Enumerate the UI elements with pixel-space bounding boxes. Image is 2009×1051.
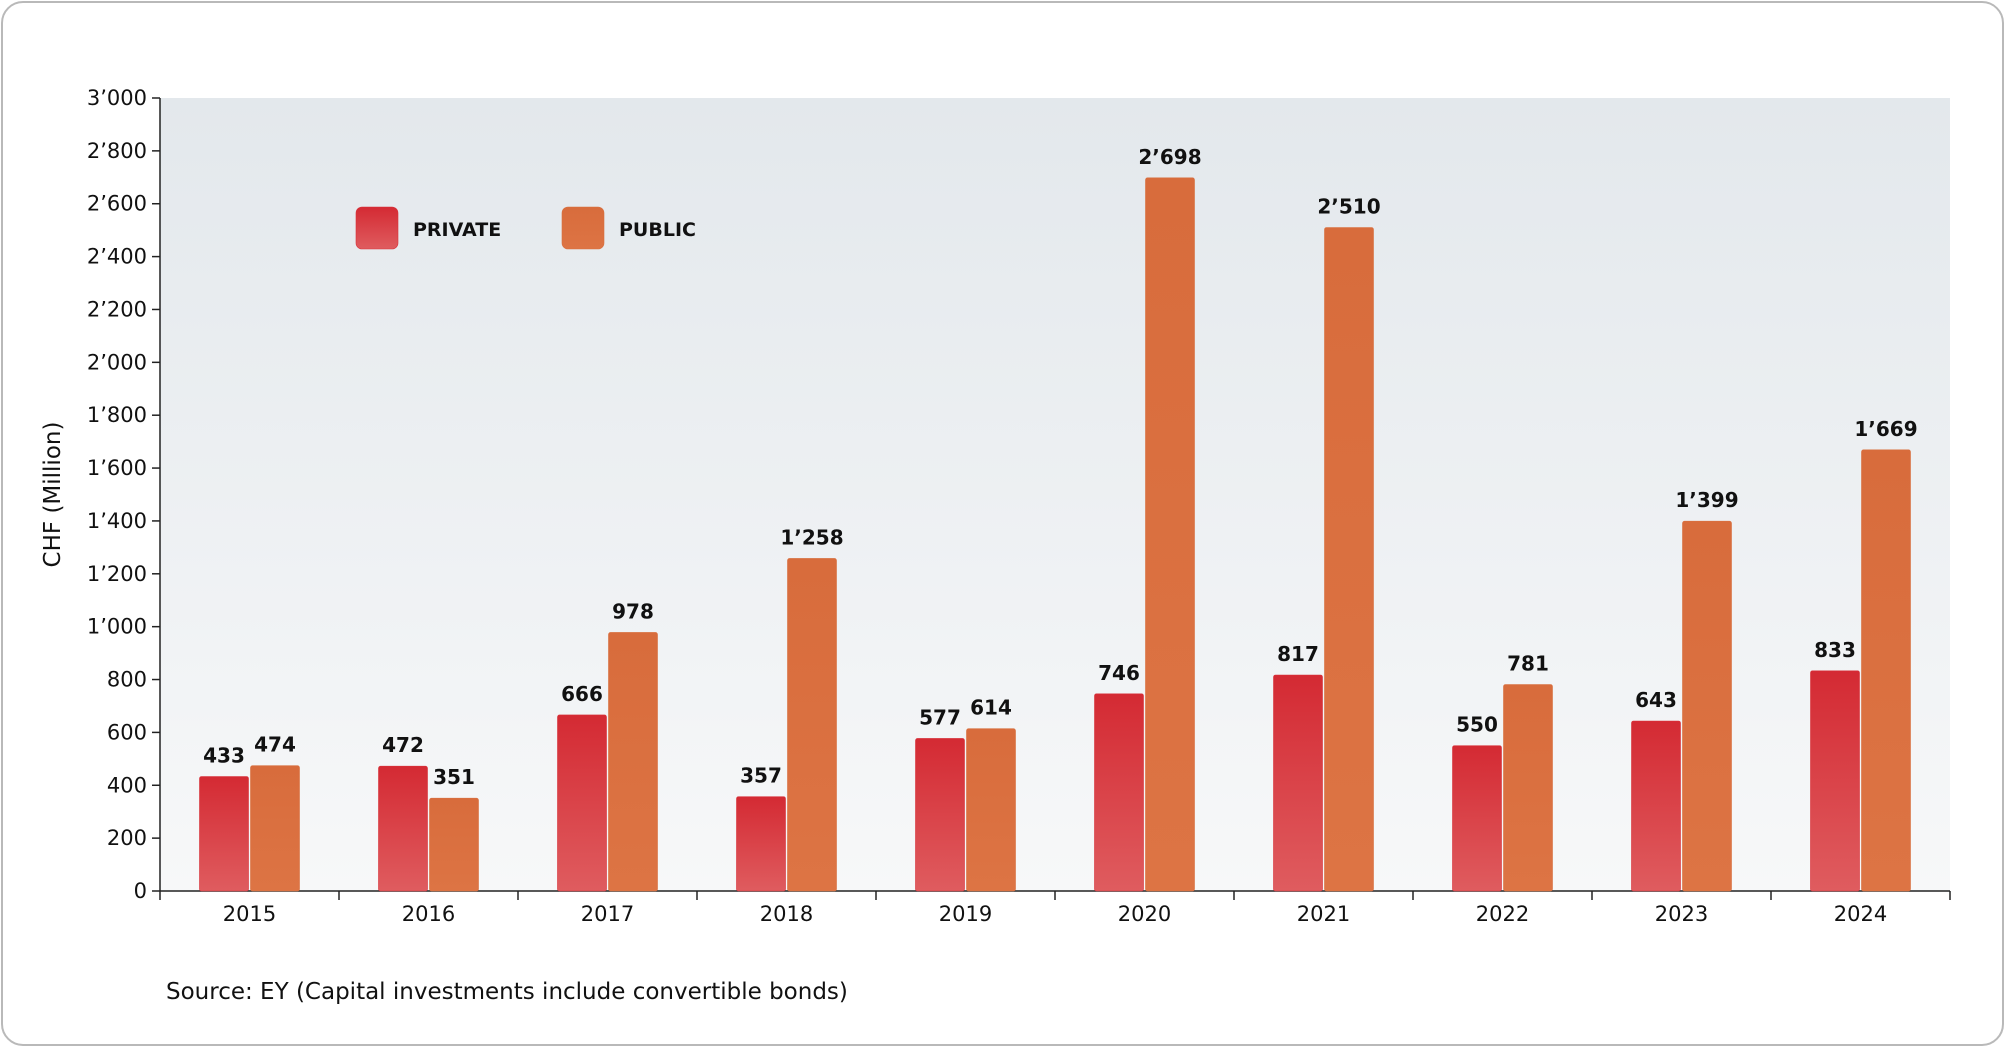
y-axis-title: CHF (Million) [40, 422, 66, 568]
bar-private [1094, 693, 1144, 892]
data-label: 833 [1814, 638, 1856, 662]
x-tick-label: 2023 [1655, 902, 1708, 926]
y-tick-label: 1’600 [87, 456, 147, 480]
data-label: 666 [561, 682, 603, 706]
bar-chart: 0 200 400 600 800 1’000 1’200 1’400 1’600 1’800 2’… [40, 86, 1951, 926]
data-label: 643 [1635, 688, 1677, 712]
y-tick-label: 2’200 [87, 297, 147, 321]
x-tick-label: 2024 [1834, 902, 1887, 926]
bar-private [1631, 720, 1681, 892]
source-note: Source: EY (Capital investments include … [166, 979, 848, 1005]
data-label: 351 [433, 765, 475, 789]
y-tick-label: 1’800 [87, 403, 147, 427]
data-label: 577 [919, 705, 961, 729]
x-tick-label: 2017 [581, 902, 634, 926]
data-label: 550 [1456, 713, 1498, 737]
data-label: 1’669 [1854, 417, 1917, 441]
data-label: 978 [612, 599, 654, 623]
bar-public [608, 632, 658, 892]
data-label: 1’399 [1675, 488, 1738, 512]
y-tick-label: 1’400 [87, 509, 147, 533]
data-label: 614 [970, 696, 1012, 720]
y-tick-label: 0 [134, 879, 147, 903]
bar-private [915, 738, 965, 892]
y-tick-label: 3’000 [87, 86, 147, 110]
bar-public [1861, 449, 1911, 892]
data-label: 2’510 [1317, 195, 1380, 219]
x-tick-label: 2020 [1118, 902, 1171, 926]
y-tick-label: 1’200 [87, 562, 147, 586]
x-tick-label: 2018 [760, 902, 813, 926]
y-tick-label: 1’000 [87, 615, 147, 639]
y-tick-label: 200 [107, 826, 147, 850]
bar-private [378, 765, 428, 892]
data-label: 433 [203, 744, 245, 768]
x-tick-label: 2015 [223, 902, 276, 926]
bar-public [1324, 227, 1374, 892]
x-tick-label: 2016 [402, 902, 455, 926]
data-label: 472 [382, 733, 424, 757]
y-tick-label: 2’800 [87, 139, 147, 163]
data-label: 474 [254, 733, 296, 757]
legend-swatch-public [561, 206, 605, 250]
bar-public [1503, 684, 1553, 892]
bar-private [199, 776, 249, 892]
bar-public [787, 558, 837, 892]
legend-label-public: PUBLIC [619, 219, 696, 241]
y-tick-label: 800 [107, 668, 147, 692]
bar-private [736, 796, 786, 892]
bar-private [1810, 670, 1860, 892]
y-tick-label: 2’000 [87, 350, 147, 374]
x-tick-label: 2022 [1476, 902, 1529, 926]
data-label: 781 [1507, 652, 1549, 676]
y-tick-label: 600 [107, 720, 147, 744]
x-tick-label: 2021 [1297, 902, 1350, 926]
data-label: 817 [1277, 642, 1319, 666]
bar-private [1273, 674, 1323, 892]
legend-label-private: PRIVATE [413, 219, 501, 241]
bar-private [557, 714, 607, 892]
bar-public [250, 765, 300, 892]
x-tick-label: 2019 [939, 902, 992, 926]
legend-swatch-private [355, 206, 399, 250]
data-label: 746 [1098, 661, 1140, 685]
bar-public [1682, 520, 1732, 892]
bar-public [966, 728, 1016, 892]
data-label: 2’698 [1138, 145, 1201, 169]
bar-public [1145, 177, 1195, 892]
y-tick-label: 2’400 [87, 245, 147, 269]
y-tick-label: 400 [107, 773, 147, 797]
bar-private [1452, 745, 1502, 892]
y-tick-label: 2’600 [87, 192, 147, 216]
bar-public [429, 797, 479, 892]
data-label: 357 [740, 764, 782, 788]
data-label: 1’258 [780, 525, 843, 549]
